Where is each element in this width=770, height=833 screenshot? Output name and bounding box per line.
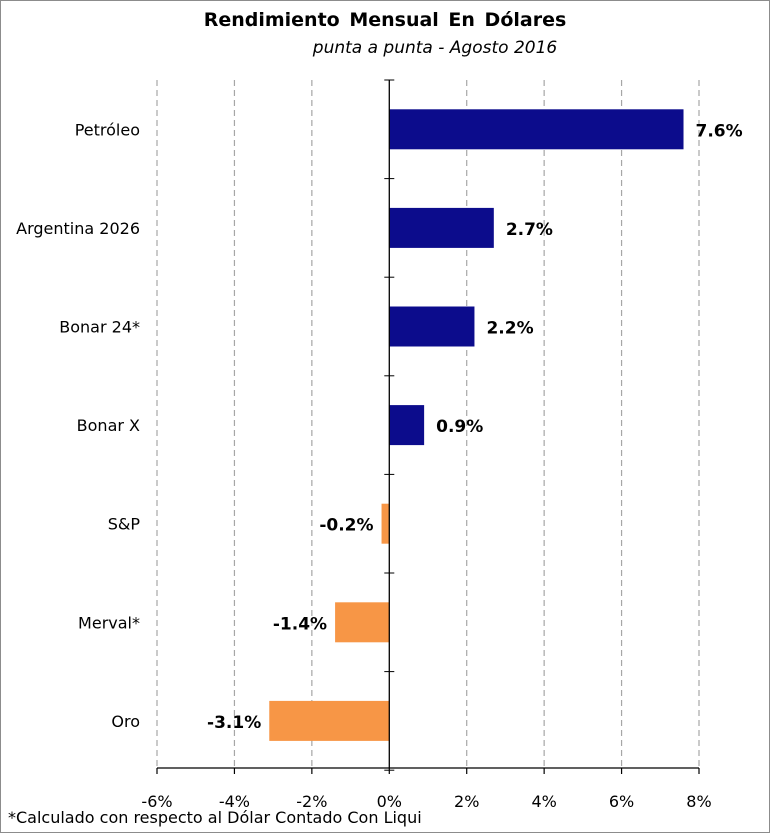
x-tick-label: 2%	[454, 792, 479, 811]
chart-title: Rendimiento Mensual En Dólares	[203, 9, 567, 31]
bar	[389, 405, 425, 446]
bar	[389, 207, 494, 248]
category-label: Oro	[111, 712, 140, 731]
category-label: Petróleo	[75, 120, 140, 139]
data-label: -1.4%	[273, 614, 327, 634]
x-tick-label: -4%	[219, 792, 250, 811]
data-label: -3.1%	[207, 713, 261, 733]
axes	[156, 79, 700, 774]
data-label: 2.7%	[506, 220, 553, 240]
x-tick-label: -6%	[141, 792, 172, 811]
category-label: Merval*	[78, 613, 140, 632]
bar	[335, 602, 390, 643]
grid-lines	[156, 80, 700, 768]
x-tick-label: 6%	[609, 792, 634, 811]
x-tick-label: 0%	[377, 792, 402, 811]
bar	[381, 503, 390, 544]
x-tick-label: 8%	[686, 792, 711, 811]
category-label: S&P	[108, 515, 141, 534]
data-label: -0.2%	[319, 516, 373, 536]
bar	[269, 700, 390, 741]
category-label: Bonar X	[77, 416, 140, 435]
labels: Petróleo 7.6% Argentina 2026 2.7% Bonar 24* 2…	[16, 120, 743, 811]
data-label: 7.6%	[696, 121, 743, 141]
bar	[389, 306, 475, 347]
category-label: Argentina 2026	[16, 219, 140, 238]
footnote: *Calculado con respecto al Dólar Contado…	[8, 808, 422, 827]
category-label: Bonar 24*	[59, 318, 140, 337]
bars	[269, 109, 684, 741]
bar	[389, 109, 684, 150]
chart-subtitle: punta a punta - Agosto 2016	[312, 38, 558, 58]
data-label: 2.2%	[486, 319, 533, 339]
x-tick-label: -2%	[296, 792, 327, 811]
x-tick-label: 4%	[531, 792, 556, 811]
data-label: 0.9%	[436, 417, 483, 437]
